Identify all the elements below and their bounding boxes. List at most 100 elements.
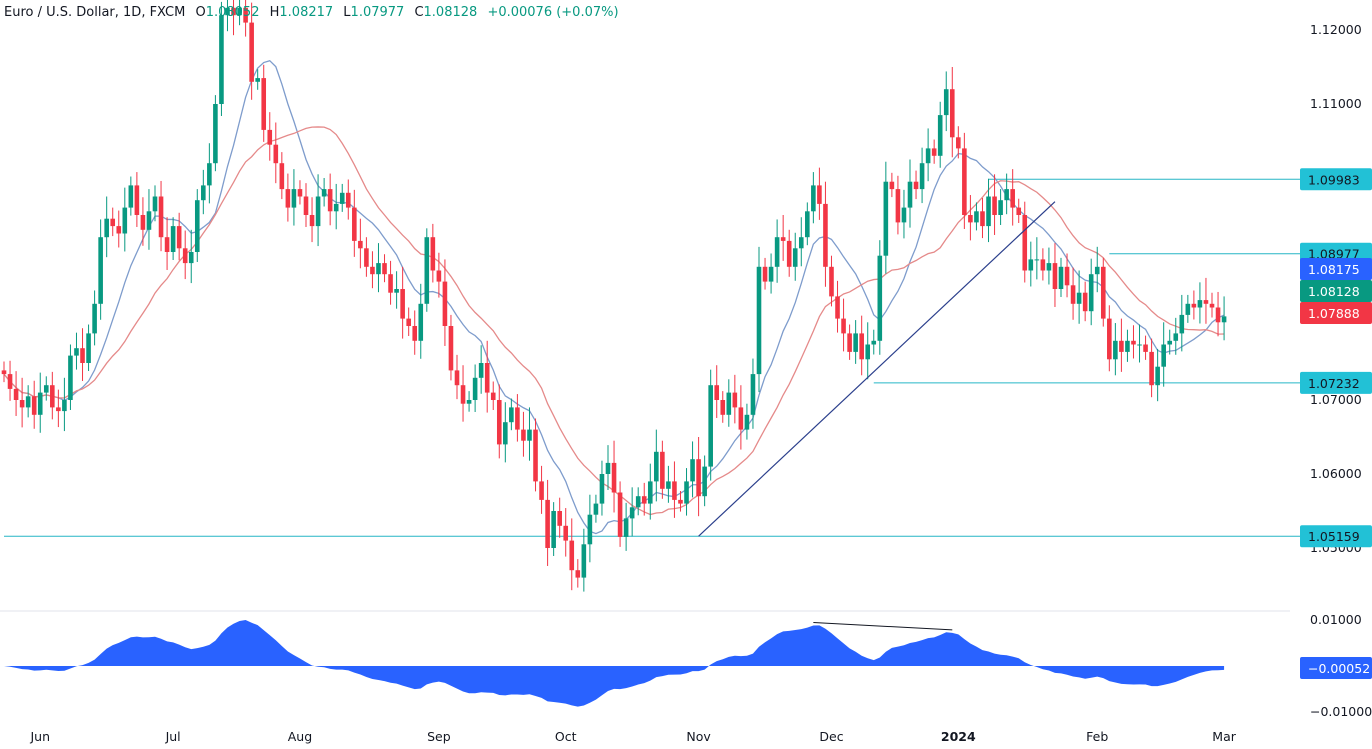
candle — [297, 180, 303, 205]
candle — [152, 185, 158, 222]
trendline-line[interactable] — [698, 201, 1056, 537]
candle — [521, 411, 526, 457]
symbol-title[interactable]: Euro / U.S. Dollar, 1D, FXCM — [4, 5, 186, 20]
candle — [50, 371, 55, 420]
candle-body — [678, 499, 683, 504]
candle — [853, 320, 858, 364]
level-price-label: 1.05159 — [1308, 529, 1360, 544]
candle — [702, 455, 707, 507]
candle-body — [817, 185, 822, 204]
candle — [188, 229, 194, 284]
candle — [430, 223, 436, 283]
high-value: 1.08217 — [279, 5, 334, 20]
candle — [1191, 290, 1197, 320]
candle-body — [986, 196, 991, 227]
candle — [575, 559, 581, 588]
oscillator-tick-label: 0.01000 — [1310, 612, 1362, 627]
candle — [690, 441, 695, 498]
candle — [219, 1, 224, 116]
candle-body — [1167, 340, 1173, 345]
candle-body — [696, 459, 701, 497]
candle-body — [919, 163, 925, 190]
candle — [31, 380, 37, 429]
candle-body — [774, 237, 780, 267]
candle-body — [714, 385, 720, 400]
level-price-label: 1.09983 — [1308, 172, 1360, 187]
price-axis[interactable]: 1.120001.110001.070001.060001.050000.010… — [1310, 22, 1372, 719]
candle — [1161, 322, 1166, 387]
candle — [478, 345, 484, 394]
candle-body — [201, 185, 206, 201]
time-tick-label: Sep — [427, 729, 451, 744]
divergence-line[interactable] — [813, 622, 953, 631]
candle-body — [907, 181, 913, 208]
candle — [635, 487, 641, 516]
candle — [871, 329, 877, 355]
candle — [406, 307, 411, 336]
candle — [1028, 241, 1034, 287]
oscillator-area — [4, 620, 1225, 707]
candle — [345, 179, 351, 220]
candle-body — [871, 340, 877, 345]
candle-body — [859, 333, 864, 360]
candle-body — [110, 218, 116, 227]
candle-body — [1179, 314, 1185, 334]
candle-body — [1070, 285, 1076, 304]
candle-body — [285, 189, 291, 208]
candle — [539, 465, 544, 514]
candle-body — [780, 237, 786, 241]
time-axis[interactable]: Jun Jul Aug Sep Oct Nov Dec 2024 Feb Mar — [29, 729, 1236, 744]
trendline[interactable] — [698, 201, 1056, 537]
candle-body — [889, 181, 895, 190]
candle — [968, 195, 973, 241]
candle-body — [1119, 340, 1124, 352]
candle — [1052, 243, 1058, 307]
price-tick-label: 1.11000 — [1310, 96, 1362, 111]
candle-body — [358, 240, 363, 249]
candle-body — [563, 525, 569, 541]
candle-body — [164, 237, 170, 252]
candle-body — [623, 518, 629, 537]
slow-ma-last-label: 1.07888 — [1308, 306, 1360, 321]
fast-ma-last-label-bg — [1300, 258, 1372, 280]
candle-body — [116, 226, 122, 234]
candle-body — [207, 163, 212, 186]
candle-body — [1215, 307, 1221, 323]
horizontal-levels[interactable] — [4, 178, 1300, 537]
candle — [623, 502, 629, 551]
time-tick-label: Oct — [555, 729, 577, 744]
candle — [128, 176, 134, 216]
candle — [261, 64, 267, 142]
candle-body — [943, 89, 949, 116]
candle — [503, 402, 508, 463]
candle — [762, 257, 768, 290]
candle — [13, 371, 19, 416]
candle — [170, 217, 176, 260]
candle-body — [333, 203, 339, 212]
candle-body — [194, 200, 200, 252]
candle — [901, 189, 907, 239]
candle-body — [1131, 340, 1136, 345]
candle — [605, 445, 611, 490]
candle-body — [1028, 259, 1034, 271]
candle — [756, 246, 762, 393]
candle-body — [273, 144, 279, 164]
candle — [992, 174, 997, 235]
candle — [780, 215, 786, 261]
candle-body — [823, 203, 828, 267]
candle-body — [744, 414, 750, 430]
level-price-label-bg — [1300, 168, 1372, 191]
candle-body — [418, 303, 424, 341]
candle — [98, 219, 103, 320]
candle — [1100, 257, 1106, 327]
candle-body — [339, 192, 345, 204]
candle — [1016, 198, 1022, 223]
candle-body — [605, 462, 611, 474]
low-value: 1.07977 — [350, 5, 405, 20]
candle — [744, 403, 750, 440]
time-tick-label: Dec — [819, 729, 843, 744]
candle — [1034, 237, 1040, 280]
candle-body — [968, 215, 973, 223]
candle — [490, 381, 496, 410]
